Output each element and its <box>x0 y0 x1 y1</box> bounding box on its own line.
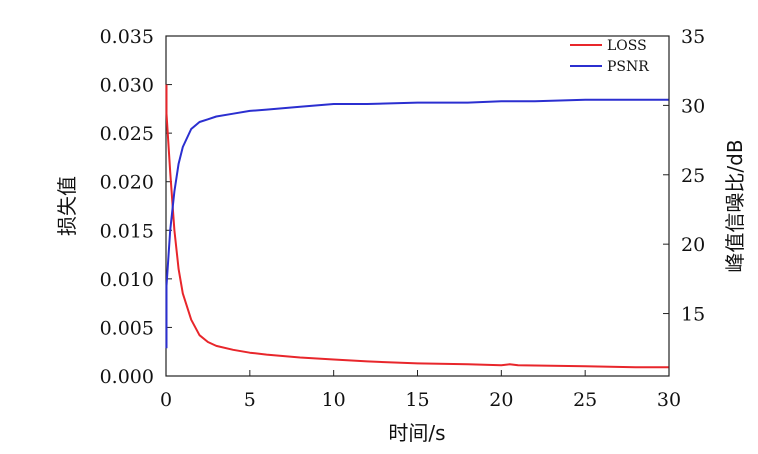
x-tick-label: 5 <box>244 389 256 411</box>
left-tick-label: 0.015 <box>100 220 154 242</box>
x-tick-label: 0 <box>160 389 172 411</box>
legend-label-psnr: PSNR <box>607 59 649 75</box>
left-tick-label: 0.010 <box>100 269 154 291</box>
left-axis-ticks: 0.000 0.005 0.010 0.015 0.020 0.025 0.030 0.035 <box>100 26 172 388</box>
right-tick-label: 35 <box>681 26 705 48</box>
x-tick-label: 15 <box>405 389 429 411</box>
left-tick-label: 0.035 <box>100 26 154 48</box>
left-tick-label: 0.030 <box>100 75 154 97</box>
series-line-psnr <box>167 100 669 348</box>
left-tick-label: 0.000 <box>100 366 154 388</box>
left-tick-label: 0.005 <box>100 317 154 339</box>
right-tick-label: 15 <box>681 304 705 326</box>
right-axis-title: 峰值信噪比/dB <box>723 139 747 272</box>
x-tick-label: 10 <box>322 389 346 411</box>
legend-label-loss: LOSS <box>607 38 647 54</box>
right-tick-label: 20 <box>681 234 705 256</box>
left-axis-title: 损失值 <box>55 176 79 236</box>
left-tick-label: 0.020 <box>100 172 154 194</box>
x-tick-label: 20 <box>489 389 513 411</box>
x-tick-label: 30 <box>657 389 681 411</box>
series-lines <box>167 85 669 368</box>
x-tick-label: 25 <box>573 389 597 411</box>
plot-frame <box>166 36 669 376</box>
series-line-loss <box>167 85 669 368</box>
legend: LOSS PSNR <box>570 38 649 75</box>
right-tick-label: 25 <box>681 165 705 187</box>
left-tick-label: 0.025 <box>100 123 154 145</box>
x-axis-title: 时间/s <box>388 421 445 445</box>
right-tick-label: 30 <box>681 95 705 117</box>
